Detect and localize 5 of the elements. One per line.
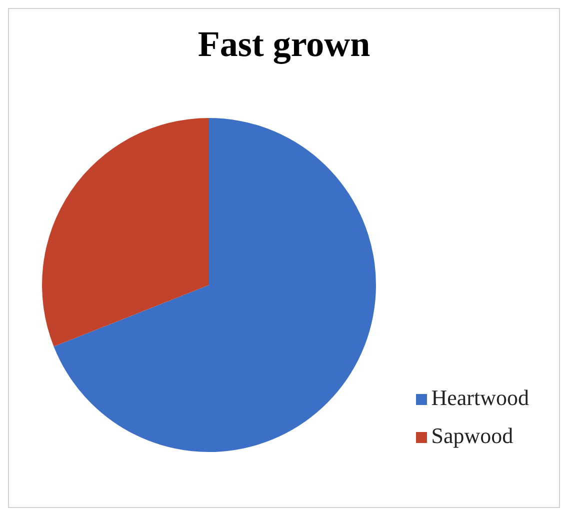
chart-title: Fast grown bbox=[196, 23, 372, 65]
pie-slice bbox=[54, 118, 376, 452]
pie-slice bbox=[42, 118, 209, 346]
legend-label: Sapwood bbox=[431, 423, 514, 448]
legend-label: Heartwood bbox=[431, 385, 529, 410]
